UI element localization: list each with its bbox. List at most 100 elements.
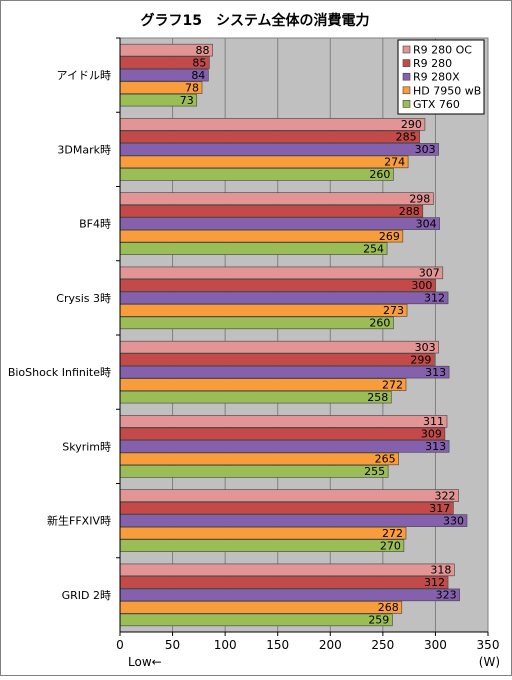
bar — [119, 365, 450, 379]
bar-value-label: 285 — [396, 131, 417, 144]
bar — [119, 601, 403, 614]
bar — [119, 563, 455, 577]
bar — [119, 316, 394, 330]
bar — [119, 514, 468, 527]
bar-value-label: 78 — [185, 81, 199, 94]
x-tick-label: 300 — [424, 638, 447, 652]
legend-swatch — [402, 86, 411, 95]
bar — [119, 613, 393, 627]
bar-value-label: 260 — [369, 317, 390, 330]
bar-value-label: 312 — [424, 576, 445, 589]
bar-value-label: 272 — [382, 527, 403, 540]
x-axis-unit: (W) — [479, 655, 500, 669]
y-category-label: 新生FFXIV時 — [47, 514, 111, 528]
bar — [119, 415, 448, 428]
bar — [119, 304, 408, 317]
bar — [119, 427, 446, 441]
bar — [119, 229, 404, 243]
legend-label: R9 280X — [413, 71, 460, 84]
bar-value-label: 317 — [429, 502, 450, 515]
bar — [119, 242, 388, 255]
bars: 8885847873290285303274260298288304269254… — [119, 43, 468, 627]
legend-box — [397, 39, 485, 115]
bar-value-label: 254 — [363, 242, 384, 255]
bar — [119, 204, 424, 218]
x-tick-label: 0 — [116, 638, 124, 652]
bar — [119, 440, 450, 453]
bar-value-label: 303 — [415, 341, 436, 354]
bar-value-label: 299 — [410, 353, 431, 366]
legend-label: HD 7950 wB — [413, 84, 481, 97]
bar-value-label: 73 — [180, 94, 194, 107]
x-tick-label: 50 — [165, 638, 180, 652]
bar-value-label: 313 — [425, 366, 446, 379]
bar-value-label: 84 — [191, 69, 205, 82]
legend-label: R9 280 — [413, 57, 452, 70]
bar — [119, 279, 436, 292]
bar — [119, 452, 399, 466]
x-tick-label: 200 — [319, 638, 342, 652]
bar-value-label: 274 — [384, 156, 405, 169]
bar — [119, 489, 459, 502]
bar — [119, 539, 405, 552]
bar — [119, 390, 392, 404]
bar-value-label: 330 — [443, 514, 464, 527]
bar-value-label: 290 — [401, 118, 422, 131]
y-category-label: Skyrim時 — [62, 440, 111, 453]
y-category-label: BioShock Infinite時 — [8, 366, 111, 379]
bar-value-label: 259 — [368, 614, 389, 627]
bar-value-label: 323 — [436, 589, 457, 602]
bar — [119, 353, 435, 366]
bar — [119, 576, 449, 589]
bar-value-label: 298 — [409, 192, 430, 205]
bar — [119, 143, 439, 156]
bar — [119, 168, 394, 181]
bar — [119, 340, 439, 354]
x-tick-label: 250 — [371, 638, 394, 652]
x-tick-label: 100 — [214, 638, 237, 652]
bar-value-label: 269 — [379, 230, 400, 243]
y-category-label: Crysis 3時 — [56, 292, 111, 305]
x-tick-label: 350 — [477, 638, 500, 652]
legend-label: GTX 760 — [413, 98, 460, 111]
bar — [119, 266, 444, 280]
y-category-label: アイドル時 — [57, 69, 111, 82]
bar-value-label: 288 — [399, 205, 420, 218]
y-category-label: BF4時 — [79, 218, 111, 231]
x-tick-label: 150 — [266, 638, 289, 652]
axes: 0 50 100 150 200 250 300 350 アイドル時 3DMark時 BF4時 Cry… — [8, 37, 500, 652]
bar-value-label: 265 — [375, 453, 396, 466]
bar — [119, 526, 407, 540]
bar — [119, 118, 426, 131]
bar-value-label: 272 — [382, 378, 403, 391]
bar-value-label: 85 — [192, 56, 206, 69]
bar-value-label: 273 — [383, 304, 404, 317]
y-category-label: 3DMark時 — [57, 143, 111, 156]
bar — [119, 291, 449, 305]
bar-value-label: 312 — [424, 292, 445, 305]
bar-value-label: 268 — [378, 601, 399, 614]
bar — [119, 192, 434, 205]
y-category-label: GRID 2時 — [62, 589, 111, 602]
chart-title: グラフ15 システム全体の消費電力 — [140, 12, 369, 29]
bar-value-label: 258 — [367, 391, 388, 404]
legend-label: R9 280 OC — [413, 44, 472, 57]
x-axis-note: Low← — [128, 655, 162, 669]
bar — [119, 378, 407, 391]
bar-value-label: 255 — [364, 465, 385, 478]
legend-swatch — [402, 100, 411, 108]
bar-value-label: 313 — [425, 440, 446, 453]
bar-value-label: 300 — [411, 279, 432, 292]
bar — [119, 130, 420, 144]
bar — [119, 501, 454, 515]
bar-value-label: 88 — [196, 44, 210, 57]
bar-value-label: 311 — [423, 415, 444, 428]
bar — [119, 155, 409, 169]
bar-value-label: 318 — [430, 564, 451, 577]
bar-value-label: 260 — [369, 168, 390, 181]
bar — [119, 465, 389, 478]
bar-value-label: 270 — [380, 539, 401, 552]
bar-value-label: 307 — [419, 267, 440, 280]
